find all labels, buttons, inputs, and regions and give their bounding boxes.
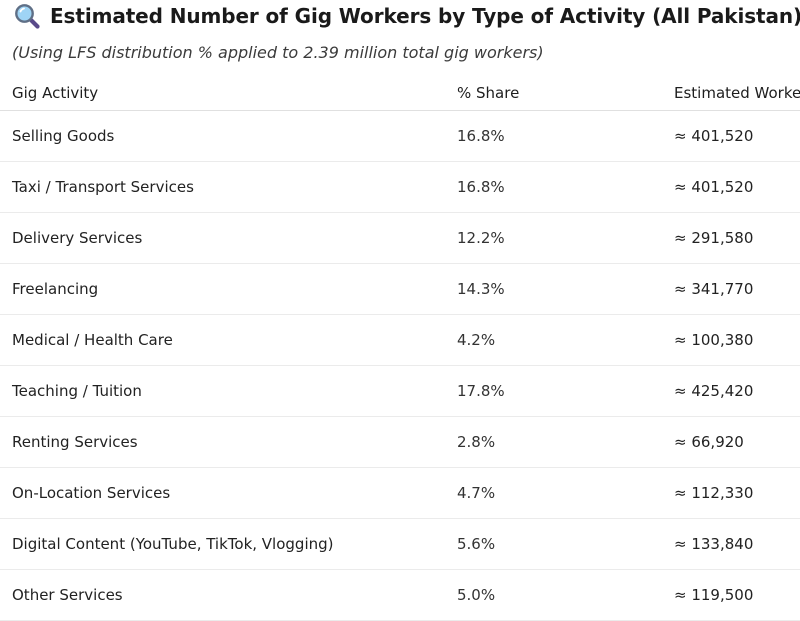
table-row: Delivery Services 12.2% ≈ 291,580 — [0, 213, 800, 264]
page-title: Estimated Number of Gig Workers by Type … — [50, 4, 800, 28]
cell-percent-share: 16.8% — [457, 178, 505, 196]
cell-gig-activity: Taxi / Transport Services — [12, 178, 194, 196]
table-row: Freelancing 14.3% ≈ 341,770 — [0, 264, 800, 315]
cell-estimated-workers: ≈ 341,770 — [674, 280, 754, 298]
cell-percent-share: 5.0% — [457, 586, 496, 604]
cell-gig-activity: Freelancing — [12, 280, 99, 298]
cell-gig-activity: On-Location Services — [12, 484, 171, 502]
cell-estimated-workers: ≈ 133,840 — [674, 535, 754, 553]
header-gig-activity: Gig Activity — [12, 84, 99, 102]
cell-gig-activity: Medical / Health Care — [12, 331, 173, 349]
cell-percent-share: 16.8% — [457, 127, 505, 145]
magnifying-glass-icon — [14, 3, 40, 29]
cell-estimated-workers: ≈ 401,520 — [674, 178, 754, 196]
cell-percent-share: 2.8% — [457, 433, 496, 451]
cell-gig-activity: Delivery Services — [12, 229, 143, 247]
cell-percent-share: 17.8% — [457, 382, 505, 400]
gig-workers-table: Gig Activity % Share Estimated Workers S… — [0, 72, 800, 621]
cell-estimated-workers: ≈ 112,330 — [674, 484, 754, 502]
table-row: Medical / Health Care 4.2% ≈ 100,380 — [0, 315, 800, 366]
table-row: Other Services 5.0% ≈ 119,500 — [0, 570, 800, 621]
table-row: Digital Content (YouTube, TikTok, Vloggi… — [0, 519, 800, 570]
cell-percent-share: 4.7% — [457, 484, 496, 502]
cell-estimated-workers: ≈ 66,920 — [674, 433, 744, 451]
cell-percent-share: 4.2% — [457, 331, 496, 349]
table-header-row: Gig Activity % Share Estimated Workers — [0, 72, 800, 111]
page-heading: Estimated Number of Gig Workers by Type … — [14, 2, 800, 30]
table-body: Selling Goods 16.8% ≈ 401,520 Taxi / Transp… — [0, 111, 800, 621]
table-row: Selling Goods 16.8% ≈ 401,520 — [0, 111, 800, 162]
table-row: On-Location Services 4.7% ≈ 112,330 — [0, 468, 800, 519]
cell-gig-activity: Digital Content (YouTube, TikTok, Vloggi… — [12, 535, 334, 553]
cell-gig-activity: Teaching / Tuition — [12, 382, 142, 400]
cell-gig-activity: Other Services — [12, 586, 123, 604]
cell-estimated-workers: ≈ 425,420 — [674, 382, 754, 400]
header-estimated-workers: Estimated Workers — [674, 84, 800, 102]
cell-estimated-workers: ≈ 119,500 — [674, 586, 754, 604]
cell-gig-activity: Selling Goods — [12, 127, 115, 145]
cell-estimated-workers: ≈ 291,580 — [674, 229, 754, 247]
table-row: Taxi / Transport Services 16.8% ≈ 401,520 — [0, 162, 800, 213]
cell-percent-share: 5.6% — [457, 535, 496, 553]
cell-estimated-workers: ≈ 401,520 — [674, 127, 754, 145]
table-row: Renting Services 2.8% ≈ 66,920 — [0, 417, 800, 468]
header-percent-share: % Share — [457, 84, 520, 102]
cell-estimated-workers: ≈ 100,380 — [674, 331, 754, 349]
cell-percent-share: 12.2% — [457, 229, 505, 247]
page-subtitle: (Using LFS distribution % applied to 2.3… — [12, 43, 544, 62]
cell-gig-activity: Renting Services — [12, 433, 138, 451]
table-row: Teaching / Tuition 17.8% ≈ 425,420 — [0, 366, 800, 417]
cell-percent-share: 14.3% — [457, 280, 505, 298]
